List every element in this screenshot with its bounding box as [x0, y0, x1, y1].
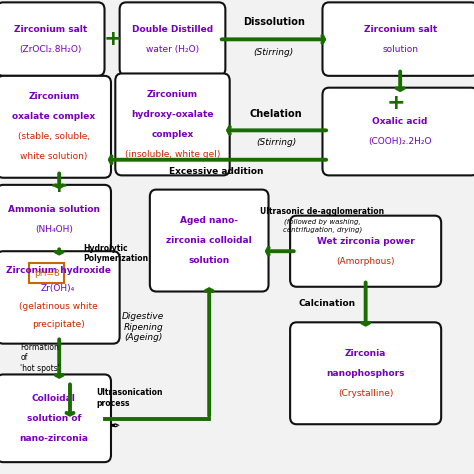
Text: oxalate complex: oxalate complex — [12, 112, 95, 121]
Text: Excessive addition: Excessive addition — [170, 167, 264, 176]
Text: ✒: ✒ — [109, 421, 120, 434]
Text: Formation
of
'hot spots': Formation of 'hot spots' — [20, 343, 60, 373]
Text: (NH₄OH): (NH₄OH) — [35, 225, 73, 234]
Text: Zirconium hydroxide: Zirconium hydroxide — [6, 265, 110, 274]
Text: solution: solution — [382, 45, 418, 54]
FancyBboxPatch shape — [0, 374, 111, 462]
FancyBboxPatch shape — [29, 263, 64, 283]
FancyBboxPatch shape — [115, 73, 230, 175]
Text: Dissolution: Dissolution — [243, 17, 305, 27]
Text: Calcination: Calcination — [299, 299, 356, 308]
FancyBboxPatch shape — [290, 216, 441, 287]
Text: Zirconia: Zirconia — [345, 349, 386, 358]
FancyBboxPatch shape — [290, 322, 441, 424]
Text: Zirconium salt: Zirconium salt — [364, 25, 437, 34]
Text: Ammonia solution: Ammonia solution — [8, 205, 100, 214]
Text: +: + — [104, 29, 122, 49]
Text: Digestive
Ripening
(Ageing): Digestive Ripening (Ageing) — [122, 312, 164, 342]
Text: Zirconium: Zirconium — [28, 92, 79, 101]
Text: water (H₂O): water (H₂O) — [146, 45, 199, 54]
Text: Colloidal: Colloidal — [32, 394, 76, 403]
Text: pH=8: pH=8 — [34, 269, 60, 277]
Text: (Crystalline): (Crystalline) — [338, 389, 393, 398]
Text: Ultrasonic de-agglomeration: Ultrasonic de-agglomeration — [260, 207, 384, 216]
Text: white solution): white solution) — [20, 152, 88, 161]
Text: Aged nano-: Aged nano- — [180, 216, 238, 225]
FancyBboxPatch shape — [119, 2, 225, 76]
Text: Double Distilled: Double Distilled — [132, 25, 213, 34]
Text: complex: complex — [151, 130, 193, 139]
Text: (Amorphous): (Amorphous) — [337, 257, 395, 265]
FancyBboxPatch shape — [322, 88, 474, 175]
Text: Zr(OH)₄: Zr(OH)₄ — [41, 284, 75, 293]
Text: (COOH)₂.2H₂O: (COOH)₂.2H₂O — [368, 137, 432, 146]
Text: (followed by washing,
centrifugation, drying): (followed by washing, centrifugation, dr… — [283, 219, 362, 233]
Text: (Stirring): (Stirring) — [254, 48, 294, 57]
Text: Hydrolytic
Polymerization: Hydrolytic Polymerization — [83, 244, 148, 263]
Text: solution of: solution of — [27, 414, 81, 423]
Text: +: + — [50, 176, 69, 196]
FancyBboxPatch shape — [0, 251, 119, 344]
Text: precipitate): precipitate) — [32, 320, 84, 329]
FancyBboxPatch shape — [0, 76, 111, 178]
Text: Oxalic acid: Oxalic acid — [373, 117, 428, 126]
FancyBboxPatch shape — [322, 2, 474, 76]
Text: (ZrOCl₂.8H₂O): (ZrOCl₂.8H₂O) — [19, 45, 82, 54]
FancyBboxPatch shape — [0, 2, 105, 76]
Text: Zirconium: Zirconium — [147, 90, 198, 99]
Text: Chelation: Chelation — [250, 109, 302, 119]
Text: hydroxy-oxalate: hydroxy-oxalate — [131, 110, 214, 119]
FancyBboxPatch shape — [150, 190, 269, 292]
Text: (gelatinous white: (gelatinous white — [19, 302, 98, 311]
Text: (stable, soluble,: (stable, soluble, — [18, 132, 90, 141]
Text: solution: solution — [189, 256, 230, 265]
FancyBboxPatch shape — [0, 185, 111, 254]
Text: zirconia colloidal: zirconia colloidal — [166, 236, 252, 245]
Text: (insoluble, white gel): (insoluble, white gel) — [125, 150, 220, 159]
Text: +: + — [386, 93, 405, 113]
Text: Wet zirconia power: Wet zirconia power — [317, 237, 415, 246]
Text: Zirconium salt: Zirconium salt — [14, 25, 87, 34]
Text: nanophosphors: nanophosphors — [327, 369, 405, 378]
Text: Ultrasonication
process: Ultrasonication process — [96, 389, 163, 408]
Text: nano-zirconia: nano-zirconia — [19, 434, 88, 443]
Text: (Stirring): (Stirring) — [256, 138, 296, 147]
